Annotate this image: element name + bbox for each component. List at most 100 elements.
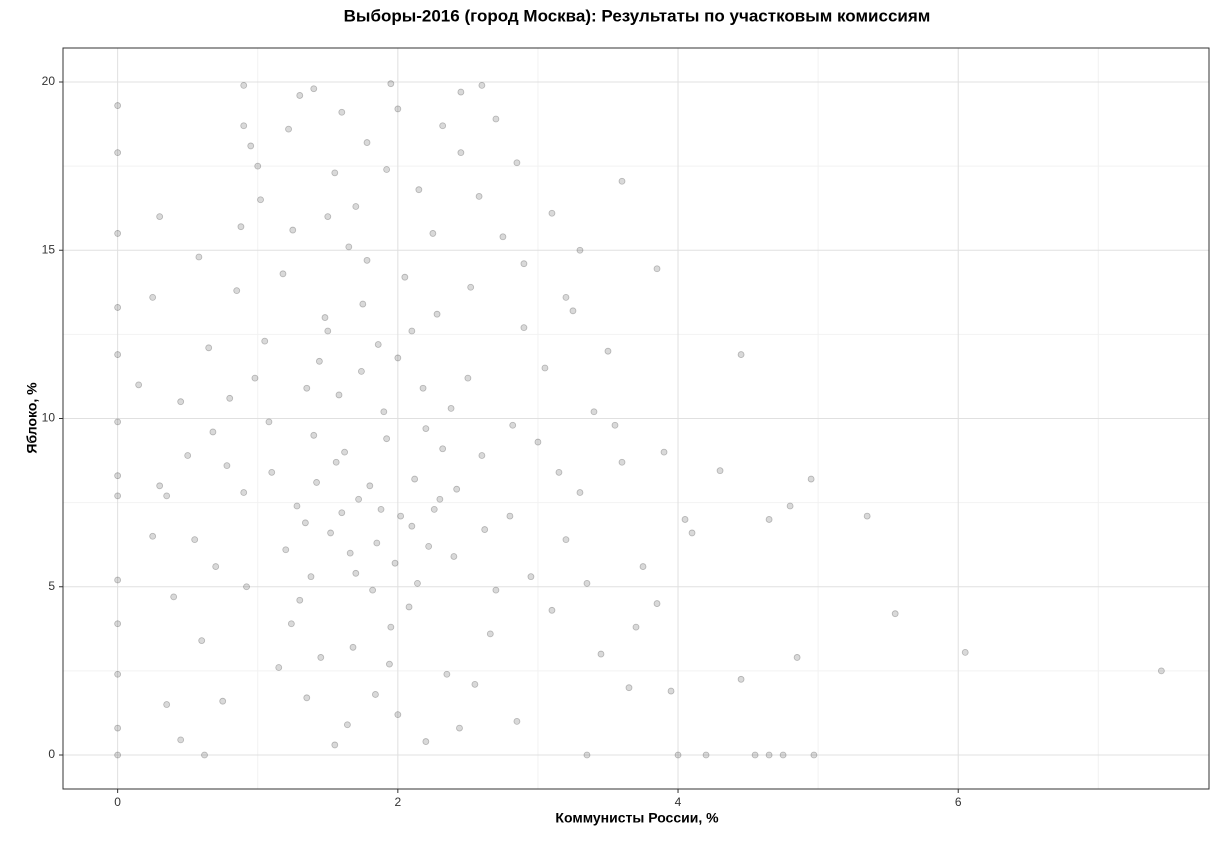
- point: [251, 374, 259, 382]
- point: [349, 643, 357, 651]
- point: [135, 381, 143, 389]
- point: [786, 502, 794, 510]
- point: [425, 542, 433, 550]
- point: [513, 159, 521, 167]
- point: [457, 149, 465, 157]
- point: [114, 351, 122, 358]
- point: [716, 467, 724, 475]
- point: [405, 603, 413, 611]
- point: [506, 512, 514, 520]
- point: [569, 307, 577, 315]
- point: [611, 421, 619, 429]
- point: [737, 675, 745, 683]
- point: [275, 664, 283, 671]
- y-axis-label: Яблоко, %: [24, 382, 40, 454]
- point: [394, 711, 402, 719]
- point: [247, 142, 255, 150]
- point: [177, 736, 185, 744]
- point: [457, 88, 465, 96]
- point: [486, 630, 494, 638]
- point: [667, 687, 675, 695]
- point: [114, 230, 122, 237]
- point: [114, 576, 122, 584]
- point: [219, 697, 227, 705]
- point: [282, 546, 290, 554]
- point: [387, 80, 395, 88]
- point: [793, 654, 801, 661]
- point: [576, 489, 584, 496]
- point: [209, 428, 217, 436]
- point: [555, 468, 563, 476]
- point: [373, 539, 381, 547]
- point: [408, 327, 416, 335]
- point: [359, 300, 367, 308]
- point: [240, 81, 248, 89]
- point: [475, 193, 483, 200]
- point: [492, 115, 500, 123]
- chart-title: Выборы-2016 (город Москва): Результаты п…: [344, 6, 931, 25]
- point: [583, 751, 591, 759]
- point: [355, 495, 363, 503]
- point: [265, 418, 273, 426]
- x-tick-label: 0: [114, 795, 121, 809]
- point: [534, 438, 542, 446]
- point: [597, 650, 605, 658]
- point: [285, 125, 292, 133]
- point: [509, 421, 517, 429]
- point: [191, 536, 199, 544]
- point: [366, 482, 374, 490]
- point: [456, 724, 463, 732]
- point: [335, 391, 343, 399]
- point: [453, 485, 461, 493]
- point: [430, 505, 438, 513]
- point: [765, 751, 773, 759]
- point: [383, 435, 391, 443]
- point: [149, 293, 157, 301]
- point: [324, 213, 332, 220]
- point: [481, 526, 489, 533]
- point: [114, 418, 122, 426]
- point: [590, 408, 598, 416]
- point: [358, 367, 365, 375]
- point: [163, 701, 171, 708]
- point: [411, 475, 419, 483]
- point: [338, 509, 346, 517]
- point: [289, 226, 297, 234]
- point: [436, 495, 444, 503]
- point: [737, 351, 745, 358]
- point: [205, 344, 213, 352]
- x-tick-label: 2: [394, 795, 401, 809]
- point: [471, 680, 479, 688]
- point: [625, 684, 633, 692]
- point: [310, 431, 318, 439]
- point: [391, 559, 399, 567]
- point: [548, 209, 556, 217]
- plot-border: [62, 47, 1210, 790]
- point: [408, 522, 416, 530]
- point: [674, 751, 682, 759]
- point: [562, 293, 570, 301]
- point: [380, 408, 388, 416]
- point: [324, 327, 332, 335]
- point: [237, 223, 245, 231]
- point: [541, 364, 549, 372]
- point: [439, 122, 447, 130]
- point: [243, 583, 250, 591]
- point: [363, 139, 371, 146]
- point: [401, 273, 409, 281]
- point: [492, 586, 500, 594]
- point: [632, 623, 640, 631]
- point: [422, 738, 430, 745]
- point: [195, 253, 203, 261]
- point: [303, 384, 311, 392]
- point: [1157, 667, 1165, 675]
- point: [226, 394, 234, 402]
- point: [223, 462, 231, 470]
- point: [254, 162, 262, 170]
- point: [520, 324, 528, 332]
- point: [520, 260, 528, 268]
- point: [467, 283, 475, 291]
- point: [394, 354, 402, 362]
- point: [422, 425, 430, 432]
- point: [618, 177, 626, 185]
